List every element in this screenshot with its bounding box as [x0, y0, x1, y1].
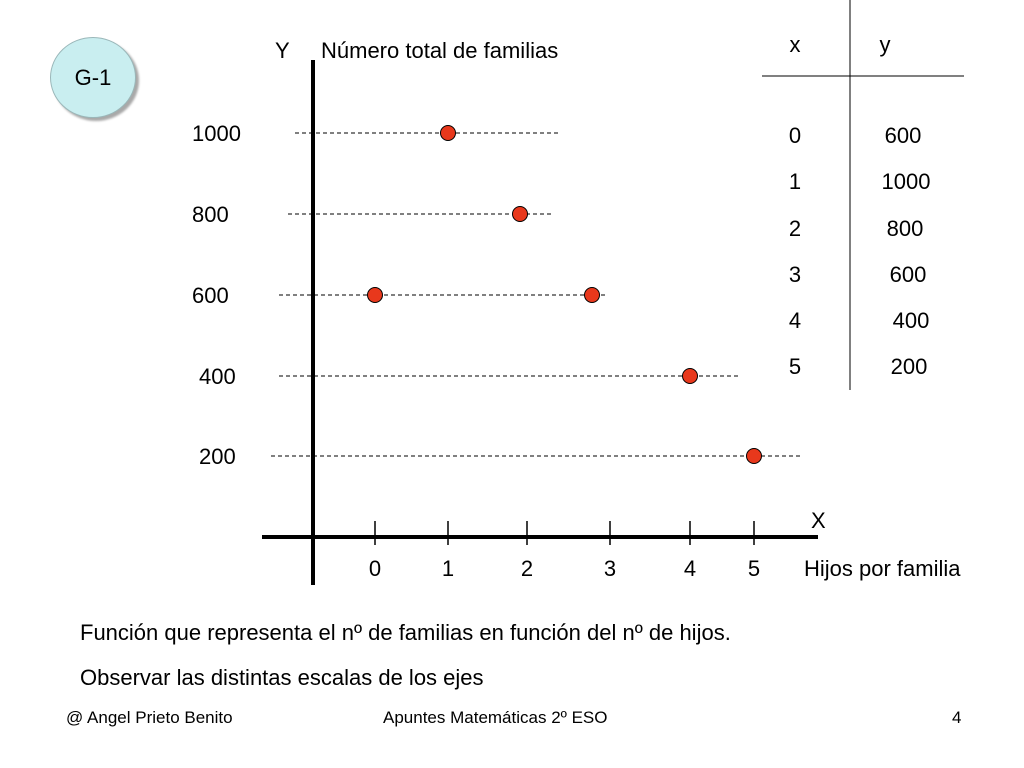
table-cell-y-2: 800	[887, 216, 924, 241]
table-cell-x-2: 2	[789, 216, 801, 241]
table-header-x: x	[790, 32, 801, 57]
caption-line-2: Observar las distintas escalas de los ej…	[80, 665, 484, 690]
table-cell-x-3: 3	[789, 262, 801, 287]
table-header-y: y	[880, 32, 891, 57]
data-point-5	[746, 448, 762, 464]
x-tick-label-4: 4	[684, 556, 696, 581]
slide-badge: G-1	[50, 37, 136, 118]
x-tick-label-1: 1	[442, 556, 454, 581]
y-tick-label-600: 600	[192, 283, 229, 308]
data-point-0	[367, 287, 383, 303]
caption-line-1: Función que representa el nº de familias…	[80, 620, 731, 645]
data-point-3	[584, 287, 600, 303]
table-cell-y-4: 400	[893, 308, 930, 333]
table-cell-x-1: 1	[789, 169, 801, 194]
x-tick-label-0: 0	[369, 556, 381, 581]
data-point-2	[512, 206, 528, 222]
footer-course: Apuntes Matemáticas 2º ESO	[383, 708, 608, 727]
table-cell-x-4: 4	[789, 308, 801, 333]
y-tick-label-200: 200	[199, 444, 236, 469]
table-cell-y-1: 1000	[882, 169, 931, 194]
table-cell-y-0: 600	[885, 123, 922, 148]
y-tick-label-800: 800	[192, 202, 229, 227]
x-tick-label-3: 3	[604, 556, 616, 581]
y-tick-label-400: 400	[199, 364, 236, 389]
x-axis-letter: X	[811, 508, 826, 533]
x-tick-label-2: 2	[521, 556, 533, 581]
table-cell-y-3: 600	[890, 262, 927, 287]
y-axis-letter: Y	[275, 38, 290, 63]
data-point-4	[682, 368, 698, 384]
footer-author: @ Angel Prieto Benito	[66, 708, 233, 727]
table-cell-y-5: 200	[891, 354, 928, 379]
y-tick-label-1000: 1000	[192, 121, 241, 146]
table-cell-x-5: 5	[789, 354, 801, 379]
x-axis-title: Hijos por familia	[804, 556, 961, 581]
footer-page-number: 4	[952, 708, 962, 727]
x-tick-label-5: 5	[748, 556, 760, 581]
table-cell-x-0: 0	[789, 123, 801, 148]
y-axis-title: Número total de familias	[321, 38, 558, 63]
data-point-1	[440, 125, 456, 141]
